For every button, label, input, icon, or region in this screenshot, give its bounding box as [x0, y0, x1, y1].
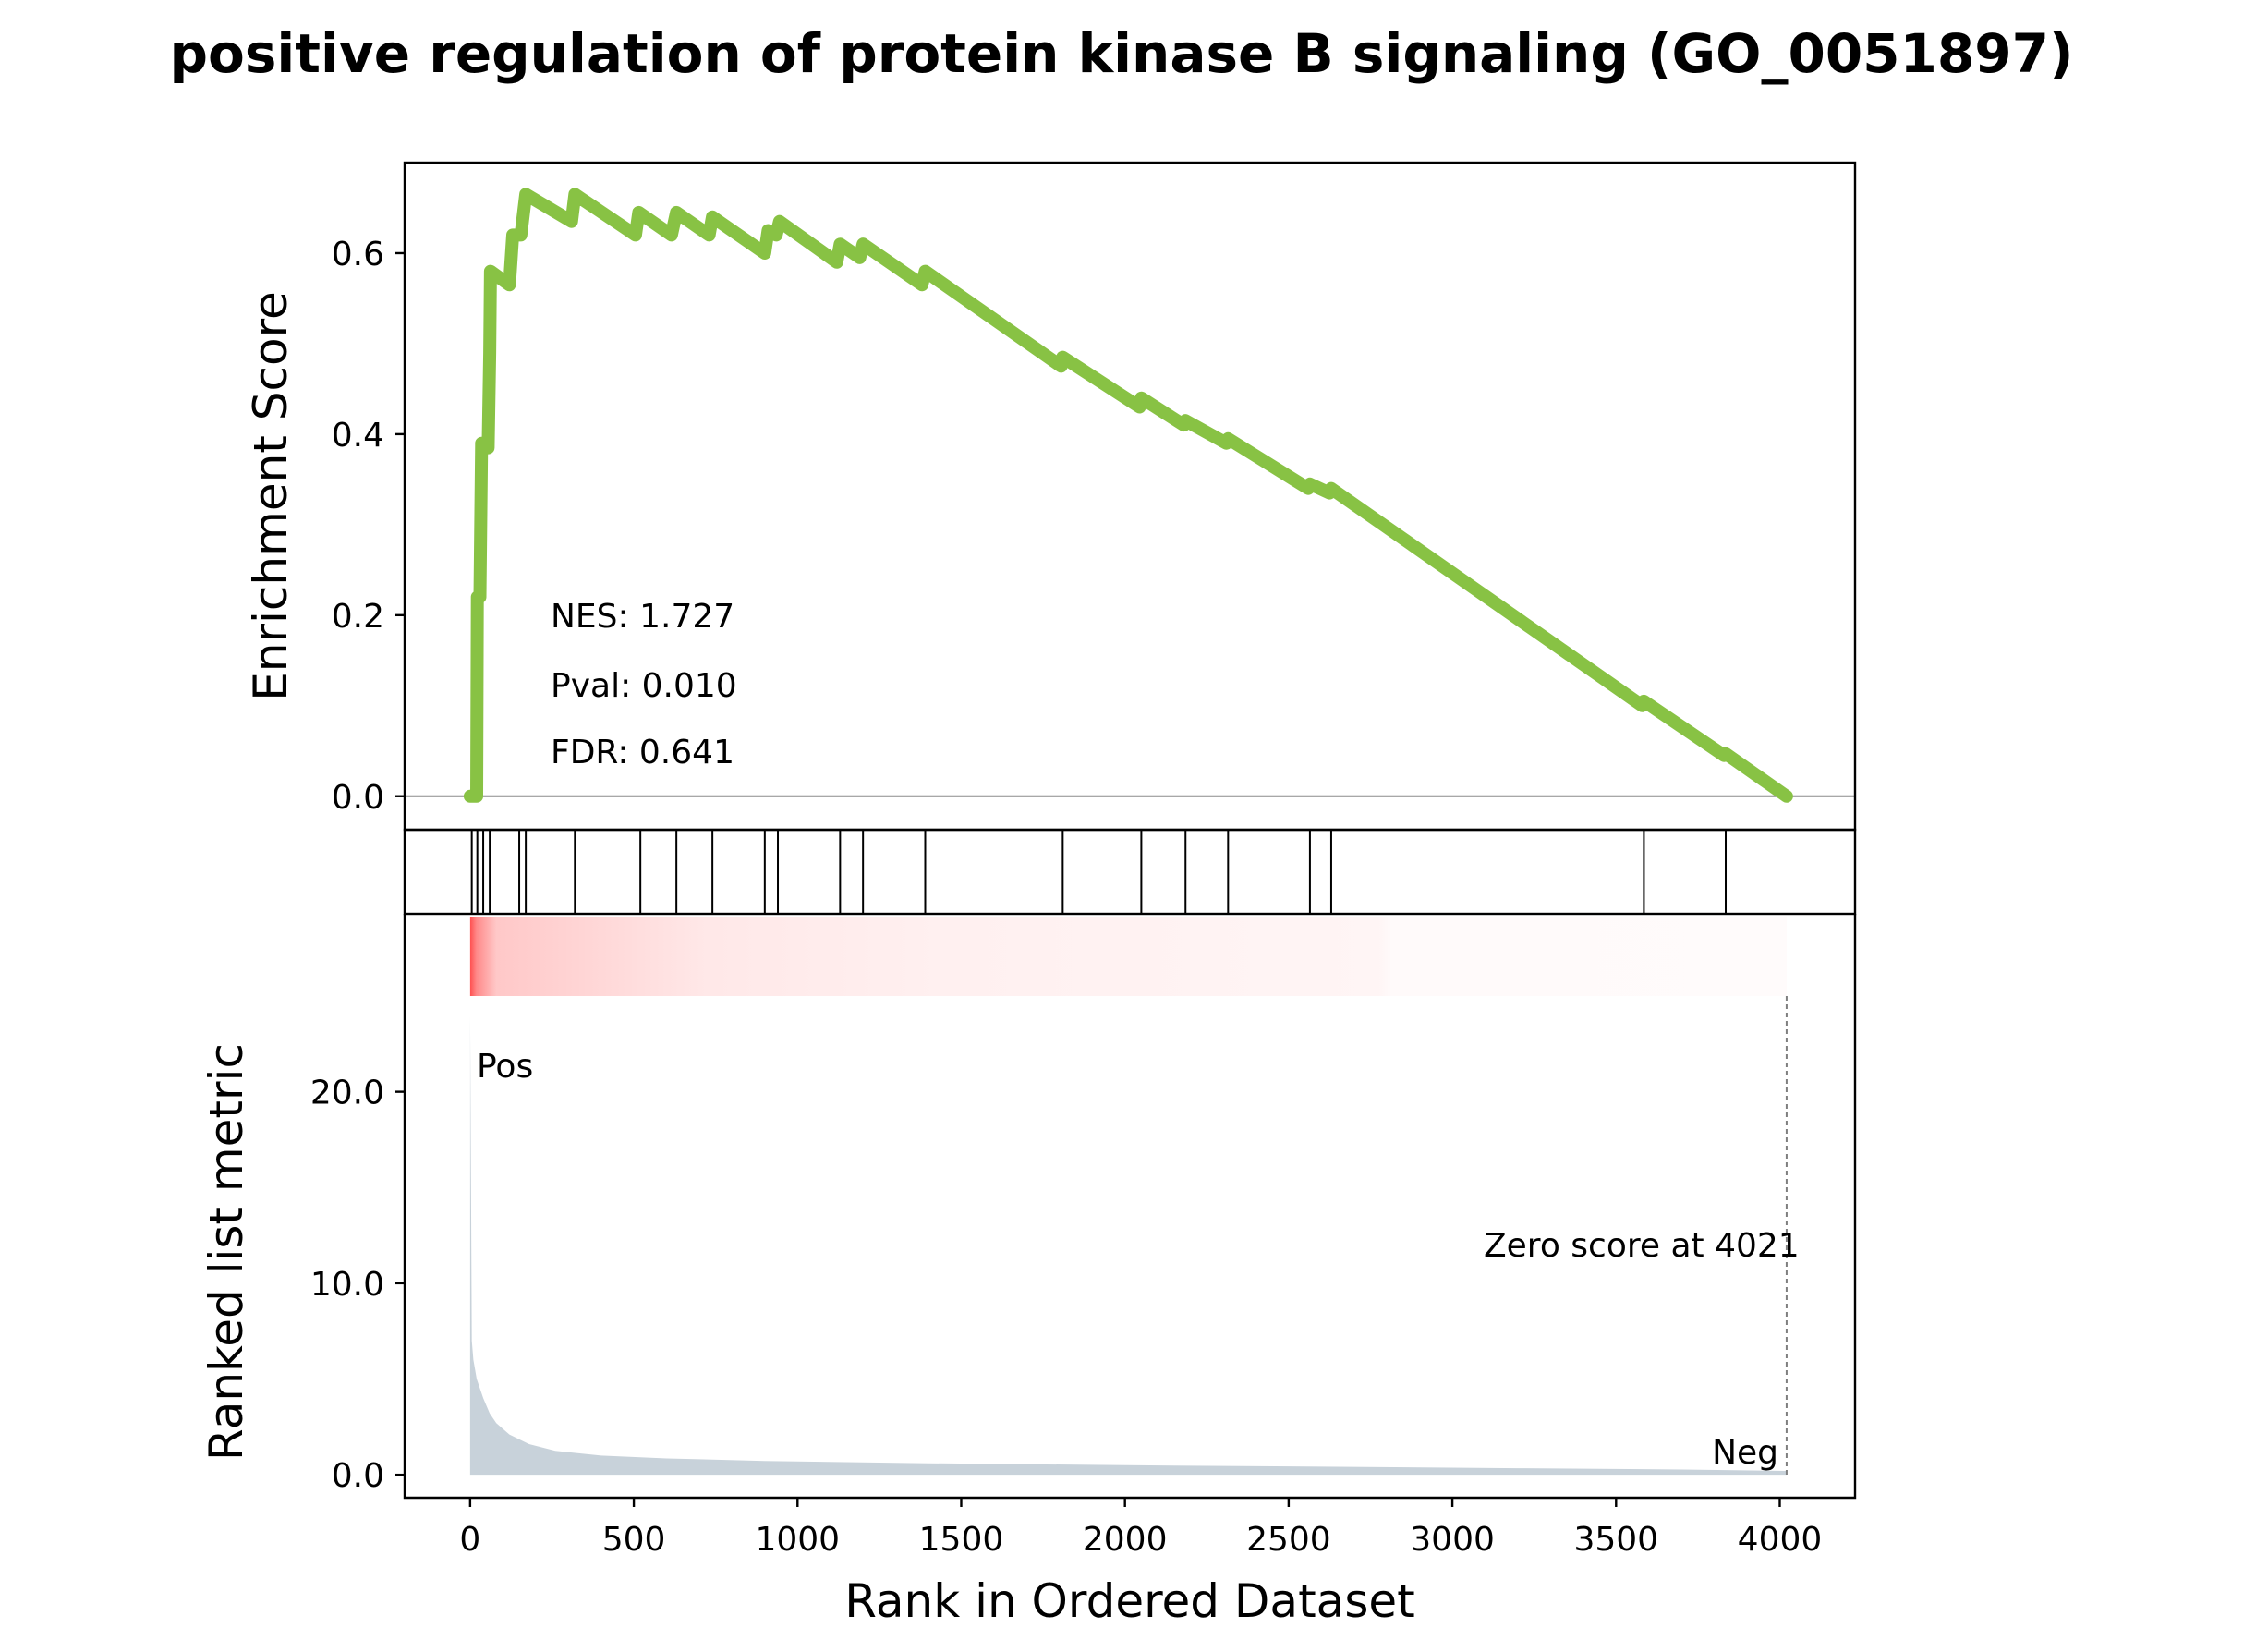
xtick-label: 3500 [1573, 1521, 1658, 1559]
es-curve [463, 188, 1793, 803]
es-panel: 0.0 0.2 0.4 0.6 NES: 1.727 Pval: 0.010 FDR:… [244, 161, 1857, 832]
rank-heatmap [469, 917, 1787, 996]
es-ytick-label: 0.6 [332, 236, 384, 273]
x-axis-label: Rank in Ordered Dataset [844, 1574, 1414, 1628]
hits-panel [403, 828, 1857, 916]
xtick-label: 2500 [1246, 1521, 1331, 1559]
xtick-label: 2000 [1083, 1521, 1168, 1559]
metric-frame [403, 914, 1857, 1500]
pval-text: Pval: 0.010 [551, 667, 737, 705]
metric-panel: Pos Neg Zero score at 4021 0.0 10.0 20.0 0… [200, 914, 1857, 1628]
nes-text: NES: 1.727 [551, 598, 734, 636]
metric-y-ticks: 0.0 10.0 20.0 [310, 1075, 405, 1495]
es-y-label: Enrichment Score [244, 291, 297, 701]
zero-score-text: Zero score at 4021 [1484, 1227, 1800, 1265]
es-ytick-label: 0.2 [332, 598, 384, 636]
xtick-label: 4000 [1738, 1521, 1823, 1559]
es-ytick-label: 0.4 [332, 417, 384, 455]
es-frame [403, 161, 1857, 832]
metric-ytick-label: 0.0 [332, 1457, 384, 1495]
pos-label: Pos [477, 1048, 533, 1086]
xtick-label: 0 [459, 1521, 480, 1559]
es-y-ticks: 0.0 0.2 0.4 0.6 [332, 236, 405, 817]
xtick-label: 1000 [755, 1521, 840, 1559]
xtick-label: 3000 [1410, 1521, 1495, 1559]
metric-ytick-label: 20.0 [310, 1075, 384, 1112]
hits-frame [403, 828, 1857, 916]
xtick-label: 500 [602, 1521, 666, 1559]
metric-y-label: Ranked list metric [200, 1043, 253, 1461]
metric-ytick-label: 10.0 [310, 1266, 384, 1304]
fdr-text: FDR: 0.641 [551, 734, 734, 771]
xtick-label: 1500 [919, 1521, 1004, 1559]
neg-label: Neg [1712, 1434, 1778, 1472]
x-ticks: 0 500 1000 1500 2000 2500 3000 3500 4000 [459, 1498, 1822, 1559]
es-ytick-label: 0.0 [332, 779, 384, 817]
hit-lines [470, 830, 1728, 914]
chart-title: positive regulation of protein kinase B … [170, 22, 2074, 85]
